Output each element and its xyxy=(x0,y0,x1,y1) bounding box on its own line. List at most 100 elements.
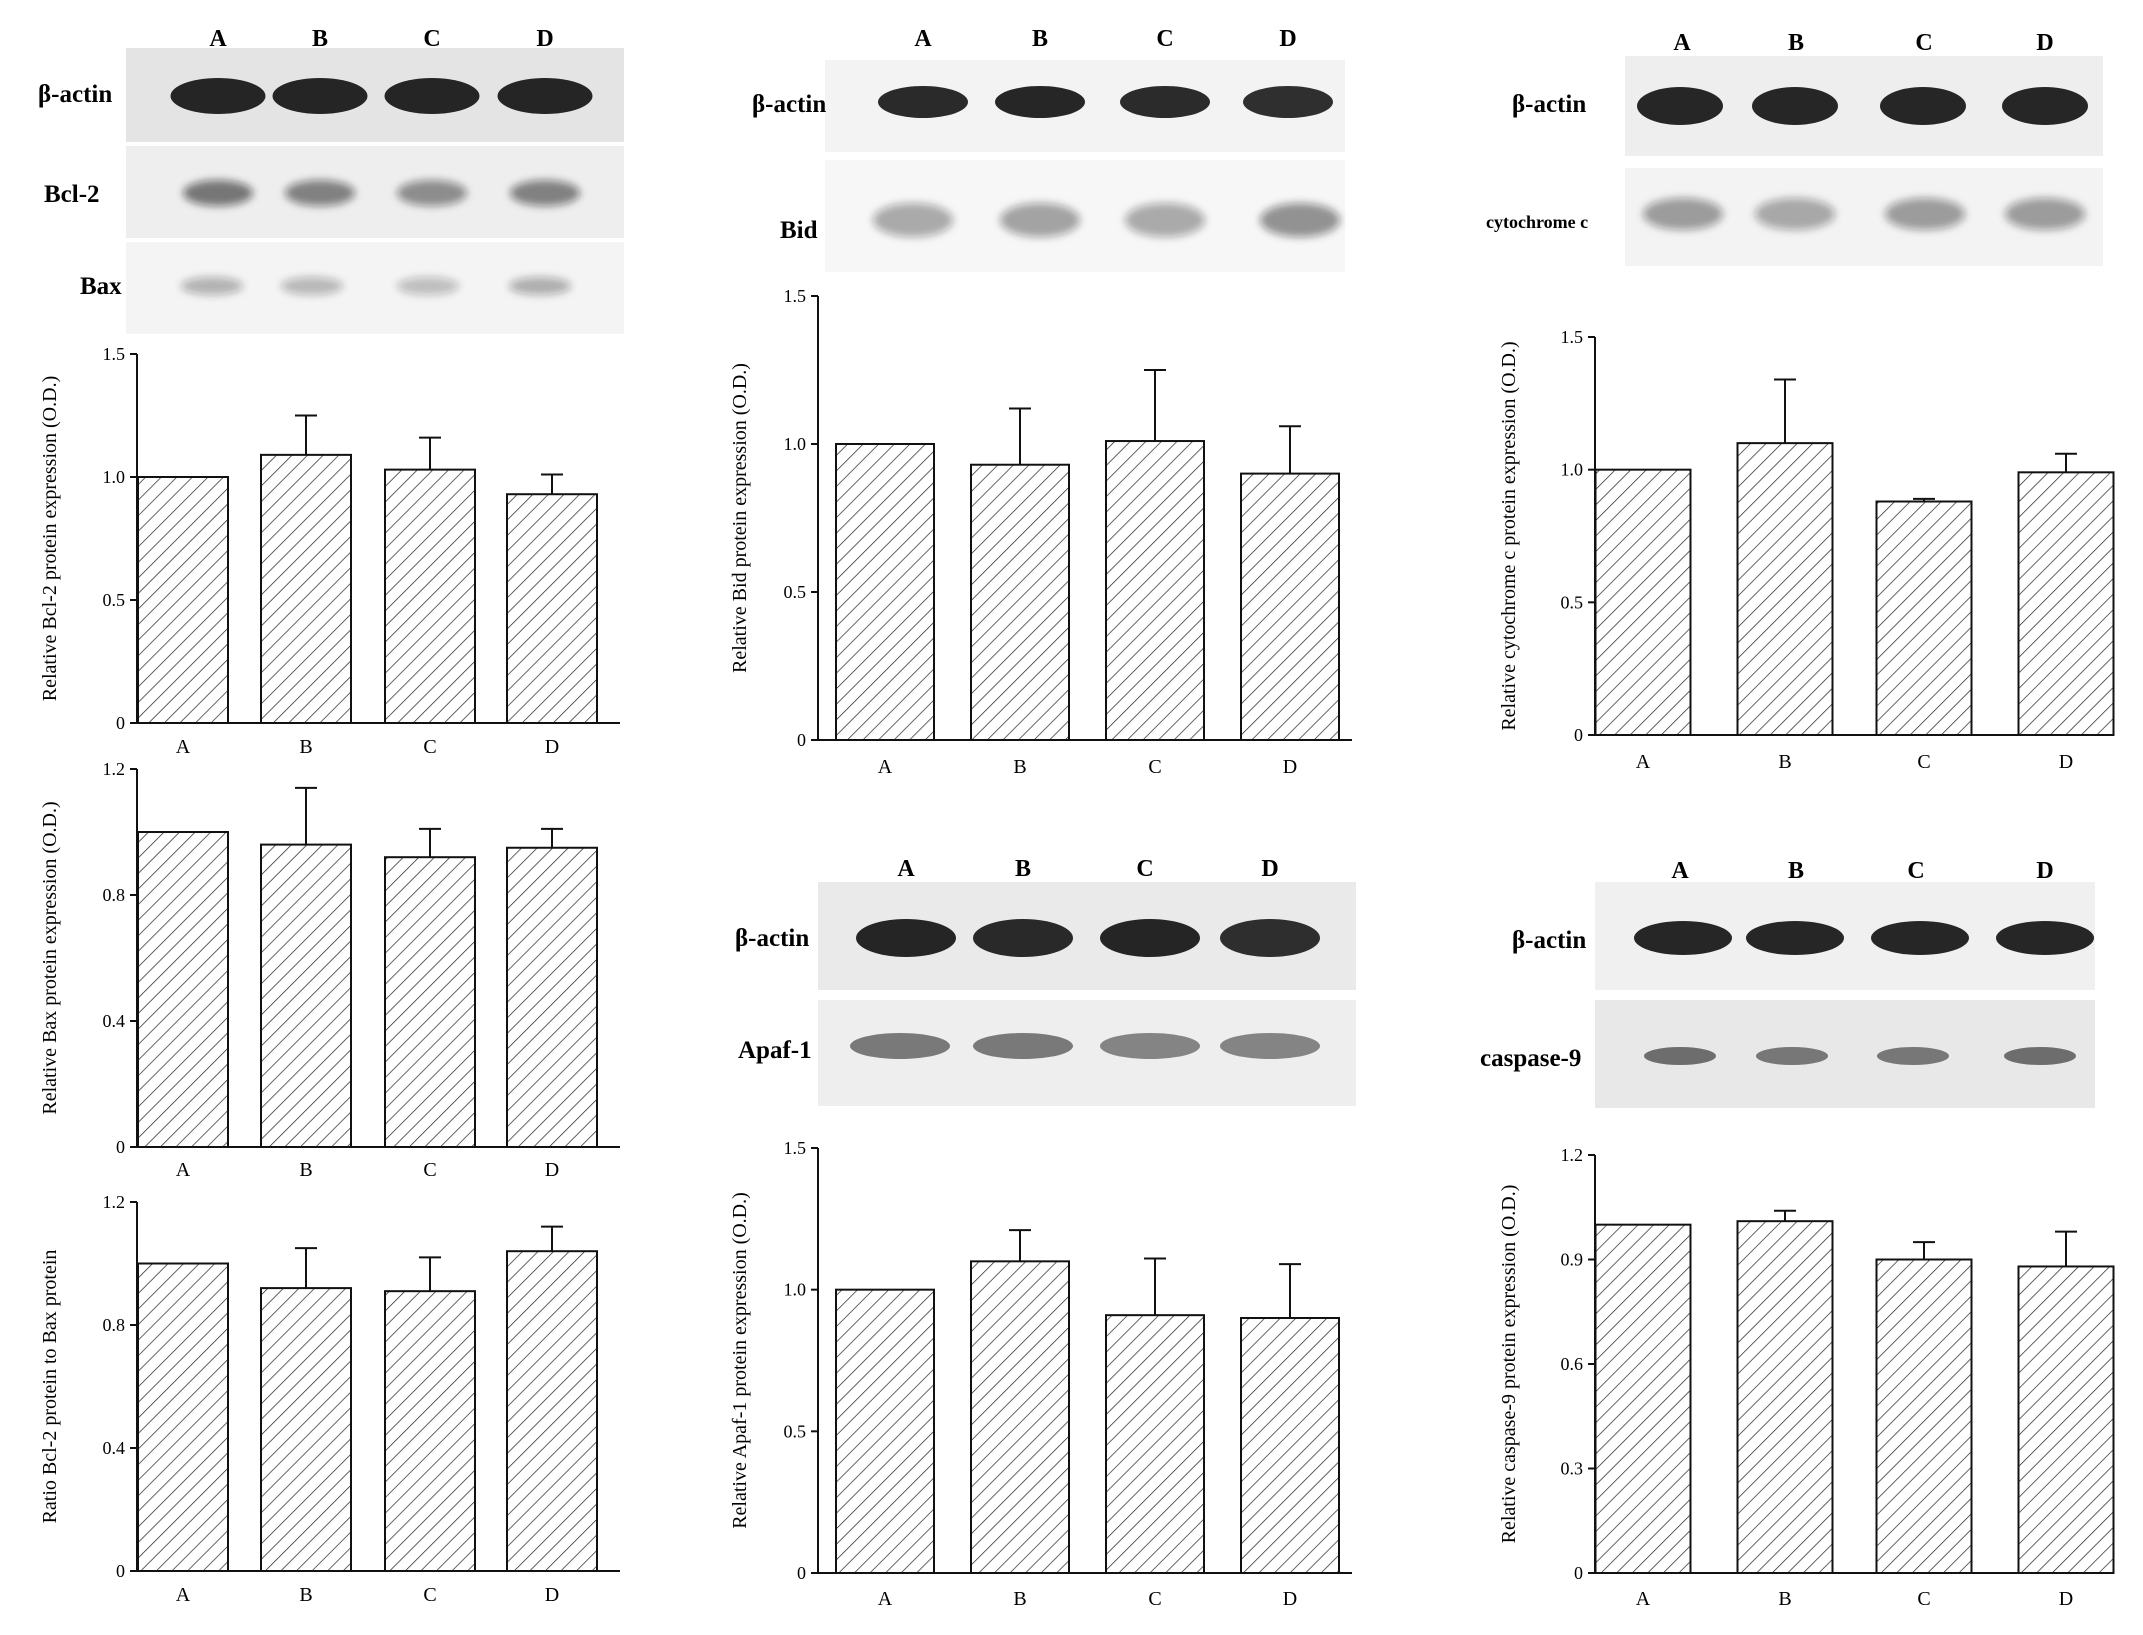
y-tick-label: 0.8 xyxy=(103,1315,126,1335)
protein-band xyxy=(509,277,571,295)
bar-C xyxy=(1875,500,1973,736)
lane-label: C xyxy=(1907,858,1924,884)
bar-A xyxy=(835,443,935,741)
blot-protein-label: Bid xyxy=(780,217,818,244)
x-category-label: D xyxy=(545,1584,559,1606)
bar-A xyxy=(1594,468,1692,736)
lane-label: B xyxy=(312,26,328,52)
bar-C xyxy=(384,856,476,1148)
y-tick-label: 1.5 xyxy=(103,344,126,364)
bar-D xyxy=(506,1250,598,1572)
protein-band xyxy=(2002,87,2088,125)
x-category-label: A xyxy=(176,736,191,758)
x-category-label: C xyxy=(423,1584,436,1606)
y-axis-label: Relative cytochrome c protein expression… xyxy=(1498,341,1520,730)
y-tick-label: 0 xyxy=(116,713,125,733)
blot-protein-label: β-actin xyxy=(735,925,809,952)
x-category-label: C xyxy=(423,736,436,758)
blot-protein-label: Apaf-1 xyxy=(738,1037,812,1064)
protein-band xyxy=(272,78,368,114)
x-category-label: D xyxy=(2059,1588,2073,1610)
western-blot-2: A B C Dβ-actin Bid xyxy=(752,26,1345,272)
bar-C xyxy=(1105,1314,1205,1574)
protein-band xyxy=(1996,921,2094,955)
protein-band xyxy=(1243,86,1333,118)
protein-band xyxy=(873,203,953,237)
x-category-label: D xyxy=(1283,1588,1297,1610)
lane-label: B xyxy=(1788,30,1804,56)
y-tick-label: 1.5 xyxy=(784,1138,807,1158)
blot-strip: β-actin xyxy=(38,48,624,142)
protein-band xyxy=(281,277,343,295)
protein-band xyxy=(1120,86,1210,118)
blot-protein-label: β-actin xyxy=(752,91,826,118)
protein-band xyxy=(497,78,593,114)
protein-band xyxy=(1877,1047,1949,1065)
y-axis-label: Ratio Bcl-2 protein to Bax protein xyxy=(39,1250,61,1524)
lane-label: D xyxy=(2036,30,2053,56)
protein-band xyxy=(1755,198,1835,230)
x-category-label: A xyxy=(878,1588,893,1610)
bar-D xyxy=(1240,1317,1340,1574)
blot-strip: Bid xyxy=(780,160,1345,272)
blot-protein-label: β-actin xyxy=(38,81,112,108)
bar-D xyxy=(2017,471,2115,736)
x-category-label: A xyxy=(176,1584,191,1606)
protein-band xyxy=(397,180,467,206)
y-tick-label: 1.0 xyxy=(784,1280,807,1300)
protein-band xyxy=(1637,87,1723,125)
protein-band xyxy=(1880,87,1966,125)
protein-band xyxy=(1885,198,1965,230)
bar-D xyxy=(506,846,598,1148)
y-tick-label: 1.2 xyxy=(103,1192,126,1212)
bar-B xyxy=(260,1287,352,1572)
x-category-label: B xyxy=(299,736,312,758)
protein-band xyxy=(2005,198,2085,230)
bar-C xyxy=(1875,1258,1973,1574)
y-tick-label: 1.0 xyxy=(784,434,807,454)
y-axis-label: Relative Apaf-1 protein expression (O.D.… xyxy=(729,1192,751,1529)
western-blot-4: A B C Dβ-actin Apaf-1 xyxy=(735,856,1356,1106)
blots-layer: A B C Dβ-actin Bcl-2 Bax A B C Dβ-actin Bid A B C Dβ-a… xyxy=(38,26,2103,1108)
protein-band xyxy=(1260,203,1340,237)
bar-C xyxy=(384,468,476,724)
lane-label: A xyxy=(914,26,932,52)
x-category-label: A xyxy=(176,1159,191,1181)
lane-label: C xyxy=(423,26,440,52)
protein-band xyxy=(1125,203,1205,237)
blot-protein-label: caspase-9 xyxy=(1480,1045,1581,1072)
protein-band xyxy=(1871,921,1969,955)
y-tick-label: 0.4 xyxy=(103,1438,126,1458)
y-tick-label: 0.3 xyxy=(1561,1459,1584,1479)
protein-band xyxy=(1644,1047,1716,1065)
x-category-label: C xyxy=(423,1159,436,1181)
blot-strip: β-actin xyxy=(1512,56,2103,156)
protein-band xyxy=(397,277,459,295)
protein-band xyxy=(878,86,968,118)
y-tick-label: 1.0 xyxy=(103,467,126,487)
x-category-label: B xyxy=(299,1584,312,1606)
bar-chart-6: 0 0.5 1.0 1.5 A B C D Relative cytochrome c prot… xyxy=(1498,327,2115,773)
x-category-label: B xyxy=(1013,756,1026,778)
protein-band xyxy=(1746,921,1844,955)
x-category-label: C xyxy=(1148,756,1161,778)
blot-protein-label: β-actin xyxy=(1512,91,1586,118)
protein-band xyxy=(1643,198,1723,230)
bar-chart-7: 0 0.3 0.6 0.9 1.2 A B C D Relative caspase-9 prot… xyxy=(1498,1145,2115,1610)
bar-D xyxy=(1240,472,1340,741)
blot-strip: Bax xyxy=(80,242,624,334)
y-tick-label: 0.6 xyxy=(1561,1354,1584,1374)
protein-band xyxy=(973,919,1073,957)
x-category-label: C xyxy=(1148,1588,1161,1610)
y-tick-label: 0 xyxy=(1574,1563,1583,1583)
y-axis-label: Relative caspase-9 protein expression (O… xyxy=(1498,1185,1520,1544)
protein-band xyxy=(183,180,253,206)
bar-B xyxy=(970,463,1070,741)
western-blot-3: A B C Dβ-actin cytochrome c xyxy=(1486,30,2103,266)
protein-band xyxy=(181,277,243,295)
charts-layer: 0 0.5 1.0 1.5 A B C D Relative Bcl-2 protein exp… xyxy=(39,286,2115,1610)
y-tick-label: 0.8 xyxy=(103,885,126,905)
lane-label: D xyxy=(536,26,553,52)
protein-band xyxy=(1100,1033,1200,1059)
